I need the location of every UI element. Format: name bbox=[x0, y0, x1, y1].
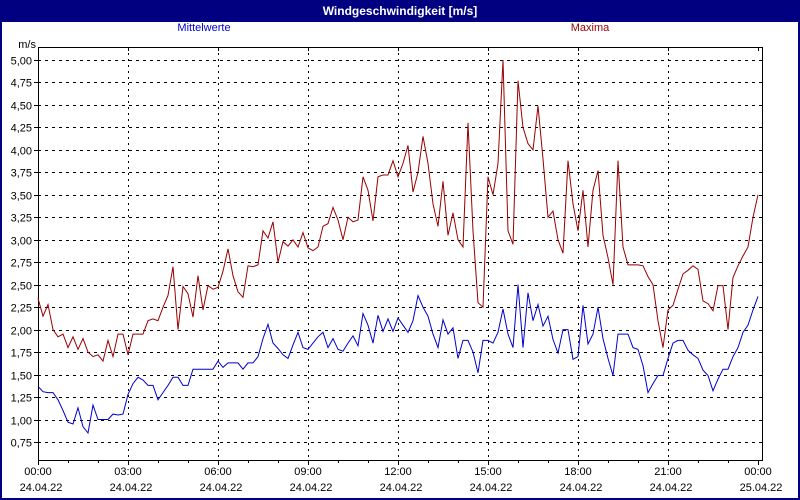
x-tick-label-date: 24.04.22 bbox=[290, 482, 333, 494]
x-tick-label-time: 00:00 bbox=[744, 466, 772, 478]
plot-frame bbox=[38, 47, 763, 461]
x-tick-label-time: 15:00 bbox=[474, 466, 502, 478]
x-tick-label-date: 24.04.22 bbox=[380, 482, 423, 494]
x-tick-label-date: 24.04.22 bbox=[470, 482, 513, 494]
x-tick-label-time: 06:00 bbox=[204, 466, 232, 478]
chart-title-bar: Windgeschwindigkeit [m/s] bbox=[0, 0, 800, 22]
y-tick-label: 3,75 bbox=[11, 168, 32, 180]
x-tick-label-date: 24.04.22 bbox=[650, 482, 693, 494]
x-tick-label-date: 24.04.22 bbox=[110, 482, 153, 494]
x-tick-label-time: 03:00 bbox=[114, 466, 142, 478]
y-axis-unit-label: m/s bbox=[18, 39, 36, 51]
x-tick-label-time: 12:00 bbox=[384, 466, 412, 478]
x-tick-label-date: 24.04.22 bbox=[560, 482, 603, 494]
y-tick-label: 5,00 bbox=[11, 56, 32, 68]
y-tick-label: 1,25 bbox=[11, 393, 32, 405]
y-tick-label: 2,50 bbox=[11, 281, 32, 293]
x-tick-label-time: 00:00 bbox=[24, 466, 52, 478]
x-tick-label-date: 25.04.22 bbox=[740, 482, 783, 494]
series-mittelwerte-line bbox=[37, 284, 759, 435]
y-tick-label: 0,75 bbox=[11, 438, 32, 450]
y-tick-label: 4,25 bbox=[11, 123, 32, 135]
y-tick-label: 3,25 bbox=[11, 213, 32, 225]
x-tick-label-date: 24.04.22 bbox=[20, 482, 63, 494]
x-tick-label-time: 09:00 bbox=[294, 466, 322, 478]
y-tick-label: 2,00 bbox=[11, 326, 32, 338]
x-tick-label-date: 24.04.22 bbox=[200, 482, 243, 494]
y-tick-label: 4,50 bbox=[11, 101, 32, 113]
y-tick-label: 2,75 bbox=[11, 258, 32, 270]
x-tick-label-time: 18:00 bbox=[564, 466, 592, 478]
series-maxima-line bbox=[37, 59, 759, 363]
y-tick-label: 4,00 bbox=[11, 146, 32, 158]
y-tick-label: 1,50 bbox=[11, 371, 32, 383]
x-tick-label-time: 21:00 bbox=[654, 466, 682, 478]
legend-maxima-label: Maxima bbox=[570, 22, 610, 34]
y-tick-label: 2,25 bbox=[11, 303, 32, 315]
y-tick-label: 1,00 bbox=[11, 416, 32, 428]
y-tick-label: 3,00 bbox=[11, 236, 32, 248]
y-tick-label: 4,75 bbox=[11, 78, 32, 90]
legend-mittelwerte-label: Mittelwerte bbox=[177, 22, 231, 34]
y-tick-label: 1,75 bbox=[11, 348, 32, 360]
y-tick-label: 3,50 bbox=[11, 191, 32, 203]
